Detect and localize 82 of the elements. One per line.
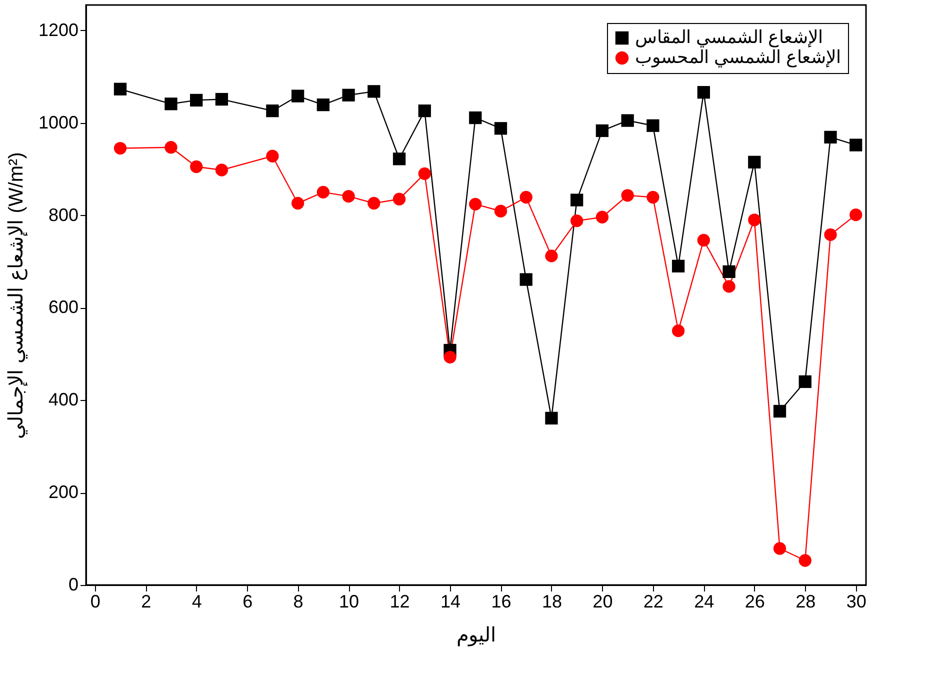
point (418, 104, 431, 118)
point (798, 375, 812, 388)
point (114, 142, 127, 155)
point (773, 404, 786, 418)
x-tick-label: 28 (796, 592, 816, 612)
point (748, 214, 761, 226)
point (190, 160, 203, 174)
point (368, 85, 380, 98)
point (494, 204, 508, 218)
point (672, 260, 685, 272)
point (215, 164, 228, 176)
point (316, 98, 330, 112)
point (190, 94, 203, 107)
point (494, 122, 508, 135)
point (342, 88, 355, 102)
point (545, 412, 558, 424)
legend-label: الإشعاع الشمسي المحسوب (635, 47, 842, 68)
point (368, 196, 380, 210)
point (850, 138, 862, 152)
x-tick-label: 2 (141, 592, 152, 612)
point (392, 192, 406, 206)
x-tick-label: 6 (242, 592, 253, 612)
point (570, 214, 584, 228)
point (215, 92, 228, 106)
point (824, 228, 837, 241)
point (570, 194, 584, 206)
point (646, 190, 660, 204)
point (798, 554, 812, 567)
y-tick-label: 1200 (38, 20, 78, 40)
point (164, 98, 178, 110)
point (266, 150, 279, 162)
x-tick-label: 14 (440, 592, 461, 612)
x-tick-label: 26 (744, 592, 765, 612)
y-tick-label: 800 (48, 204, 78, 225)
x-tick-label: 10 (339, 592, 360, 612)
x-axis-title: اليوم (456, 624, 496, 646)
point (697, 86, 710, 99)
point (722, 265, 736, 278)
legend-label: الإشعاع الشمسي المقاس (635, 27, 824, 48)
y-tick-label: 1000 (38, 112, 78, 132)
point (291, 90, 304, 102)
point (596, 124, 609, 138)
y-tick-label: 0 (68, 574, 78, 594)
x-tick-label: 22 (643, 592, 664, 612)
point (697, 234, 710, 247)
point (824, 130, 837, 144)
point (672, 324, 685, 338)
point (545, 250, 558, 262)
point (469, 111, 482, 124)
point (291, 196, 304, 210)
x-tick-label: 24 (694, 592, 714, 612)
x-tick-label: 18 (542, 592, 562, 612)
point (469, 198, 482, 210)
point (646, 119, 660, 132)
point (392, 152, 406, 166)
y-tick-label: 400 (48, 390, 78, 410)
point (850, 208, 862, 222)
x-tick-label: 0 (90, 592, 100, 612)
x-tick-label: 8 (293, 592, 304, 612)
point (316, 186, 330, 198)
x-tick-label: 4 (192, 592, 202, 612)
x-tick-label: 20 (592, 592, 613, 612)
point (444, 350, 456, 364)
point (722, 280, 736, 293)
point (520, 190, 532, 204)
point (748, 156, 761, 168)
point (520, 273, 532, 286)
point (114, 82, 127, 96)
point (266, 104, 279, 118)
x-tick-label: 12 (390, 592, 410, 612)
point (164, 141, 178, 154)
y-tick-label: 200 (48, 482, 78, 502)
y-axis-title: الإشعاع الشمسي الإجمالي (W/m²) (5, 152, 28, 439)
point (596, 210, 609, 224)
point (621, 189, 634, 202)
x-tick-label: 16 (491, 592, 512, 612)
point (621, 114, 634, 127)
x-tick-label: 30 (846, 592, 866, 612)
point (418, 167, 431, 180)
point (773, 542, 786, 555)
y-tick-label: 600 (48, 297, 78, 318)
point (342, 190, 355, 203)
